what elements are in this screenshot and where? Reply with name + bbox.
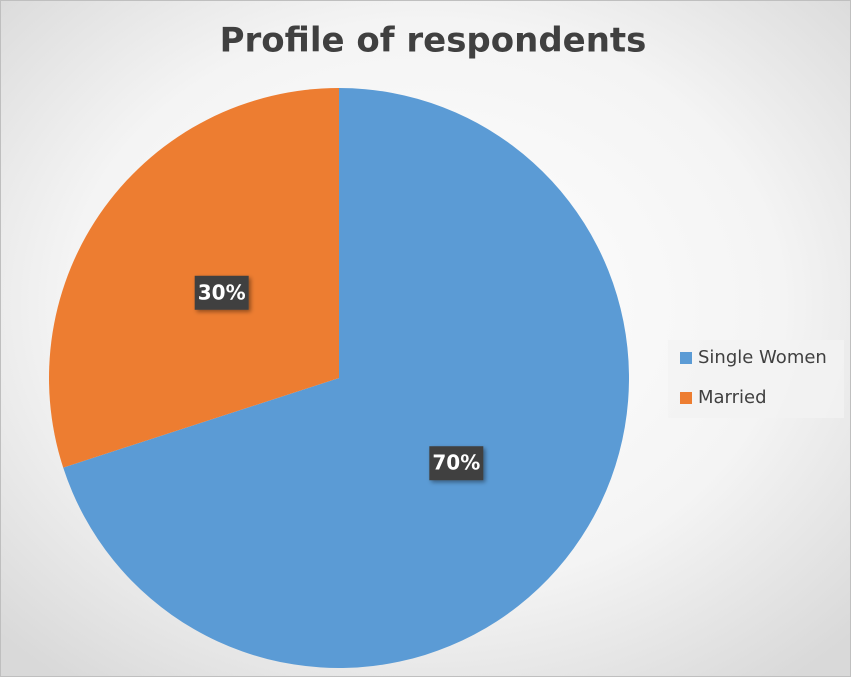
legend-swatch <box>680 352 692 364</box>
chart-title: Profile of respondents <box>220 21 647 61</box>
legend-label: Married <box>698 387 767 408</box>
data-label-box <box>194 275 249 310</box>
legend-label: Single Women <box>698 347 827 368</box>
pie-slice <box>63 88 630 668</box>
legend: Single Women Married <box>668 340 844 418</box>
data-label-box <box>429 446 484 481</box>
plot-area: 70% 30% <box>48 88 630 668</box>
legend-box <box>668 340 844 418</box>
legend-swatch <box>680 392 692 404</box>
pie-slice <box>48 88 340 468</box>
data-label: 70% <box>432 451 480 475</box>
data-label: 30% <box>198 280 246 304</box>
